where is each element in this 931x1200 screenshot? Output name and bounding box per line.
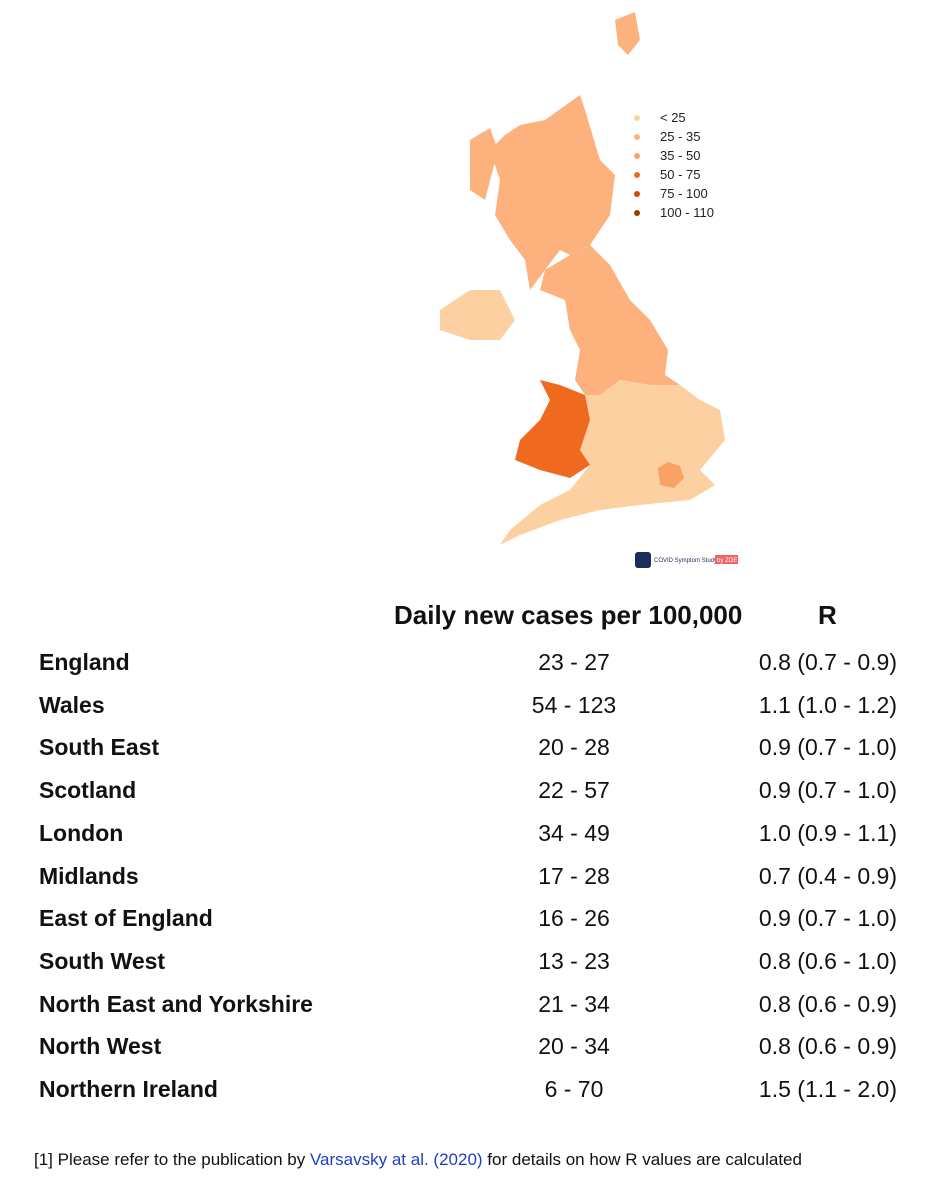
region-hebrides bbox=[470, 128, 498, 200]
legend-label: 50 - 75 bbox=[660, 167, 700, 182]
legend-label: 100 - 110 bbox=[660, 205, 714, 220]
footnote: [1] Please refer to the publication by V… bbox=[34, 1150, 802, 1170]
region-orkney bbox=[615, 12, 640, 55]
r-value: 0.9 (0.7 - 1.0) bbox=[758, 905, 897, 932]
region-name: London bbox=[39, 819, 124, 846]
region-name: South West bbox=[39, 947, 166, 974]
legend-label: 35 - 50 bbox=[660, 148, 700, 163]
cases-range: 21 - 34 bbox=[538, 990, 610, 1017]
legend-marker bbox=[634, 210, 640, 216]
region-name: North East and Yorkshire bbox=[39, 990, 313, 1017]
r-value: 0.9 (0.7 - 1.0) bbox=[758, 734, 897, 761]
r-value: 0.8 (0.7 - 0.9) bbox=[758, 649, 897, 675]
legend-marker bbox=[634, 172, 640, 178]
footnote-link[interactable]: Varsavsky at al. (2020) bbox=[309, 1150, 483, 1169]
legend-label: 75 - 100 bbox=[660, 186, 708, 201]
regions bbox=[440, 12, 725, 545]
cases-range: 16 - 26 bbox=[538, 905, 610, 932]
r-value: 1.1 (1.0 - 1.2) bbox=[758, 691, 897, 718]
region-name: England bbox=[39, 649, 130, 675]
header-cases: Daily new cases per 100,000 bbox=[394, 600, 743, 630]
footnote-text: [1] Please refer to the publication by bbox=[34, 1150, 306, 1169]
legend-label: < 25 bbox=[660, 110, 686, 125]
logo-badge: by ZOE bbox=[717, 558, 737, 564]
logo-text: COVID Symptom Study bbox=[654, 558, 717, 564]
r-value: 1.5 (1.1 - 2.0) bbox=[758, 1076, 897, 1102]
region-scotland bbox=[490, 95, 615, 290]
cases-range: 54 - 123 bbox=[531, 691, 617, 718]
r-value: 0.8 (0.6 - 1.0) bbox=[758, 947, 897, 974]
region-name: Northern Ireland bbox=[39, 1076, 218, 1102]
legend-marker bbox=[634, 115, 640, 121]
r-value: 0.9 (0.7 - 1.0) bbox=[758, 777, 897, 804]
uk-map: < 25 25 - 35 35 - 50 50 - 75 75 - 100 100 - 1… bbox=[440, 12, 738, 568]
logo-icon bbox=[635, 552, 651, 568]
region-northern-ireland bbox=[440, 290, 515, 340]
cases-range: 20 - 28 bbox=[538, 734, 610, 761]
legend-marker bbox=[634, 153, 640, 159]
legend: < 25 25 - 35 35 - 50 50 - 75 75 - 100 100 - 1… bbox=[634, 110, 714, 220]
r-value: 1.0 (0.9 - 1.1) bbox=[758, 819, 897, 846]
cases-range: 20 - 34 bbox=[538, 1033, 610, 1060]
cases-range: 22 - 57 bbox=[538, 777, 610, 804]
r-value: 0.7 (0.4 - 0.9) bbox=[758, 862, 897, 889]
legend-marker bbox=[634, 191, 640, 197]
region-name: Wales bbox=[39, 691, 105, 718]
region-south-england bbox=[500, 380, 725, 545]
cases-range: 23 - 27 bbox=[538, 649, 610, 675]
cases-range: 6 - 70 bbox=[544, 1076, 604, 1102]
r-value: 0.8 (0.6 - 0.9) bbox=[758, 990, 897, 1017]
header-r: R bbox=[818, 600, 837, 630]
region-north-england bbox=[540, 245, 680, 395]
footnote-text: for details on how R values are calculat… bbox=[487, 1150, 802, 1169]
region-name: Midlands bbox=[39, 862, 139, 889]
cases-range: 13 - 23 bbox=[538, 947, 610, 974]
logo-badge-box bbox=[715, 555, 738, 564]
region-name: South East bbox=[39, 734, 160, 761]
r-value: 0.8 (0.6 - 0.9) bbox=[758, 1033, 897, 1060]
legend-label: 25 - 35 bbox=[660, 129, 700, 144]
region-name: Scotland bbox=[39, 777, 137, 804]
region-london bbox=[658, 462, 684, 488]
cases-range: 17 - 28 bbox=[538, 862, 610, 889]
region-name: East of England bbox=[39, 905, 213, 932]
region-name: North West bbox=[39, 1033, 162, 1060]
region-wales bbox=[515, 380, 590, 478]
cases-range: 34 - 49 bbox=[538, 819, 610, 846]
legend-marker bbox=[634, 134, 640, 140]
